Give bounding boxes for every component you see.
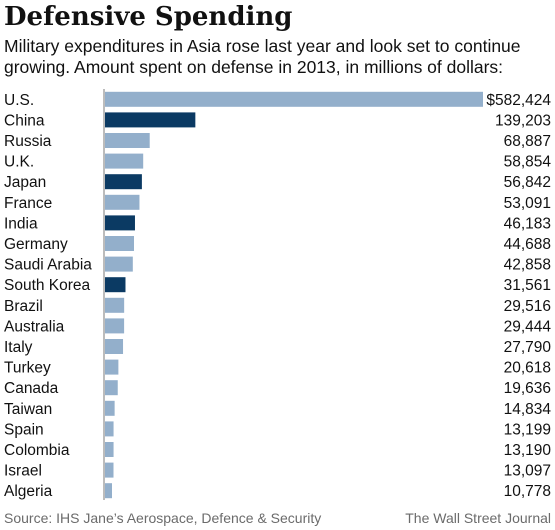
value-label: 20,618 <box>504 360 551 377</box>
bar-germany <box>105 236 135 251</box>
bar-taiwan <box>105 400 115 416</box>
bar-france <box>105 194 140 210</box>
bar-russia <box>105 133 150 148</box>
bar-italy <box>105 339 124 354</box>
category-label: Israel <box>4 463 42 480</box>
source-note: Source: IHS Jane’s Aerospace, Defence & … <box>4 510 322 526</box>
category-label: Canada <box>4 380 59 397</box>
bar-israel <box>105 462 114 478</box>
category-label: Germany <box>4 236 68 253</box>
value-label: 42,858 <box>504 257 551 274</box>
category-label: India <box>4 215 38 232</box>
chart-title: Defensive Spending <box>4 2 293 32</box>
value-label: 29,444 <box>504 318 552 335</box>
value-label: 53,091 <box>504 195 551 212</box>
value-label: 68,887 <box>504 133 551 150</box>
category-label: Russia <box>4 133 52 150</box>
value-label: 56,842 <box>504 174 551 191</box>
bar-spain <box>105 421 114 437</box>
bar-turkey <box>105 359 119 375</box>
value-label: 19,636 <box>504 380 551 397</box>
value-label: 10,778 <box>504 483 551 500</box>
category-label: Taiwan <box>4 401 52 418</box>
bar-algeria <box>105 483 112 499</box>
bar-australia <box>105 318 125 334</box>
value-label: $582,424 <box>486 92 551 109</box>
bar-canada <box>105 380 118 396</box>
category-label: France <box>4 195 52 212</box>
category-label: Australia <box>4 318 65 335</box>
bar-japan <box>105 174 142 190</box>
value-label: 14,834 <box>504 401 552 418</box>
value-label: 58,854 <box>504 154 552 171</box>
category-label: U.S. <box>4 92 34 109</box>
value-label: 27,790 <box>504 339 552 356</box>
category-label: Spain <box>4 421 44 438</box>
bar-brazil <box>105 297 125 313</box>
value-label: 29,516 <box>504 298 551 315</box>
category-label: Algeria <box>4 483 53 500</box>
category-label: Japan <box>4 174 46 191</box>
value-label: 13,190 <box>504 442 552 459</box>
category-label: Colombia <box>4 442 70 459</box>
bar-u-s- <box>105 91 483 107</box>
category-label: Brazil <box>4 298 43 315</box>
category-label: Saudi Arabia <box>4 257 92 274</box>
category-label: Turkey <box>4 360 51 377</box>
value-label: 31,561 <box>504 277 551 294</box>
value-label: 46,183 <box>504 215 551 232</box>
value-label: 44,688 <box>504 236 551 253</box>
value-label: 13,097 <box>504 463 551 480</box>
chart-subtitle: Military expenditures in Asia rose last … <box>4 36 521 77</box>
category-label: Italy <box>4 339 33 356</box>
bar-south-korea <box>105 277 126 293</box>
bar-china <box>105 112 196 128</box>
publication-credit: The Wall Street Journal <box>405 510 551 526</box>
category-label: South Korea <box>4 277 91 294</box>
bar-saudi-arabia <box>105 256 133 272</box>
bar-india <box>105 215 135 231</box>
category-label: China <box>4 112 45 129</box>
category-label: U.K. <box>4 154 34 171</box>
bar-u-k- <box>105 153 144 169</box>
value-label: 13,199 <box>504 421 551 438</box>
bar-colombia <box>105 442 114 457</box>
value-label: 139,203 <box>495 112 551 129</box>
